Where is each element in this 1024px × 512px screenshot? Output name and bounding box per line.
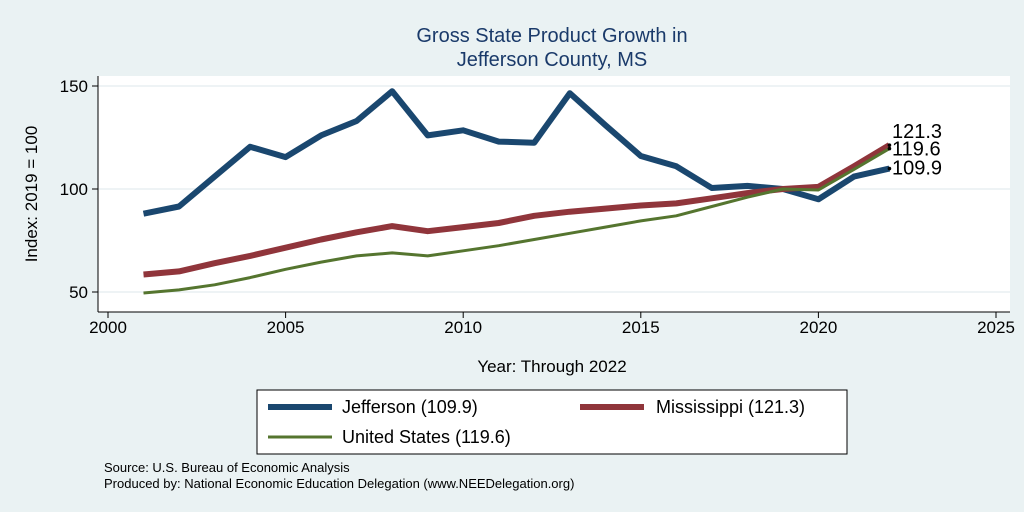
legend-box bbox=[256, 389, 848, 455]
series-line-0 bbox=[142, 88, 891, 217]
y-axis-label: Index: 2019 = 100 bbox=[22, 126, 41, 263]
end-label: 109.9 bbox=[892, 158, 942, 180]
series-end-point bbox=[887, 166, 892, 171]
x-tick-label: 2000 bbox=[89, 318, 127, 337]
y-tick-label: 150 bbox=[60, 77, 88, 96]
legend-label: Jefferson (109.9) bbox=[342, 397, 478, 417]
y-tick-label: 50 bbox=[69, 283, 88, 302]
legend-label: Mississippi (121.3) bbox=[656, 397, 805, 417]
y-tick-label: 100 bbox=[60, 180, 88, 199]
grid-lines bbox=[98, 85, 1010, 293]
chart-title-line-2: Jefferson County, MS bbox=[457, 49, 647, 71]
series-end-point bbox=[887, 143, 892, 147]
source-note: Source: U.S. Bureau of Economic Analysis bbox=[104, 460, 350, 475]
axes: 50 100 150 2000 2005 2010 2015 2020 2025 bbox=[60, 76, 1015, 337]
chart-title-line-1: Gross State Product Growth in bbox=[416, 25, 687, 47]
produced-note: Produced by: National Economic Education… bbox=[104, 476, 574, 491]
x-tick-label: 2025 bbox=[977, 318, 1015, 337]
series-layer bbox=[142, 88, 892, 295]
series-line-1 bbox=[143, 142, 891, 278]
end-label: 121.3 bbox=[892, 121, 942, 143]
x-tick-label: 2010 bbox=[444, 318, 482, 337]
series-end-point bbox=[887, 146, 892, 151]
legend: Jefferson (109.9) Mississippi (121.3) Unit… bbox=[256, 389, 848, 455]
x-axis-label: Year: Through 2022 bbox=[477, 357, 626, 376]
series-line-2 bbox=[143, 147, 891, 295]
x-tick-label: 2020 bbox=[799, 318, 837, 337]
end-label: 119.6 bbox=[892, 139, 941, 161]
legend-label: United States (119.6) bbox=[342, 427, 511, 447]
x-tick-label: 2015 bbox=[622, 318, 660, 337]
x-tick-label: 2005 bbox=[267, 318, 305, 337]
chart-title: Gross State Product Growth in Jefferson … bbox=[416, 25, 687, 71]
